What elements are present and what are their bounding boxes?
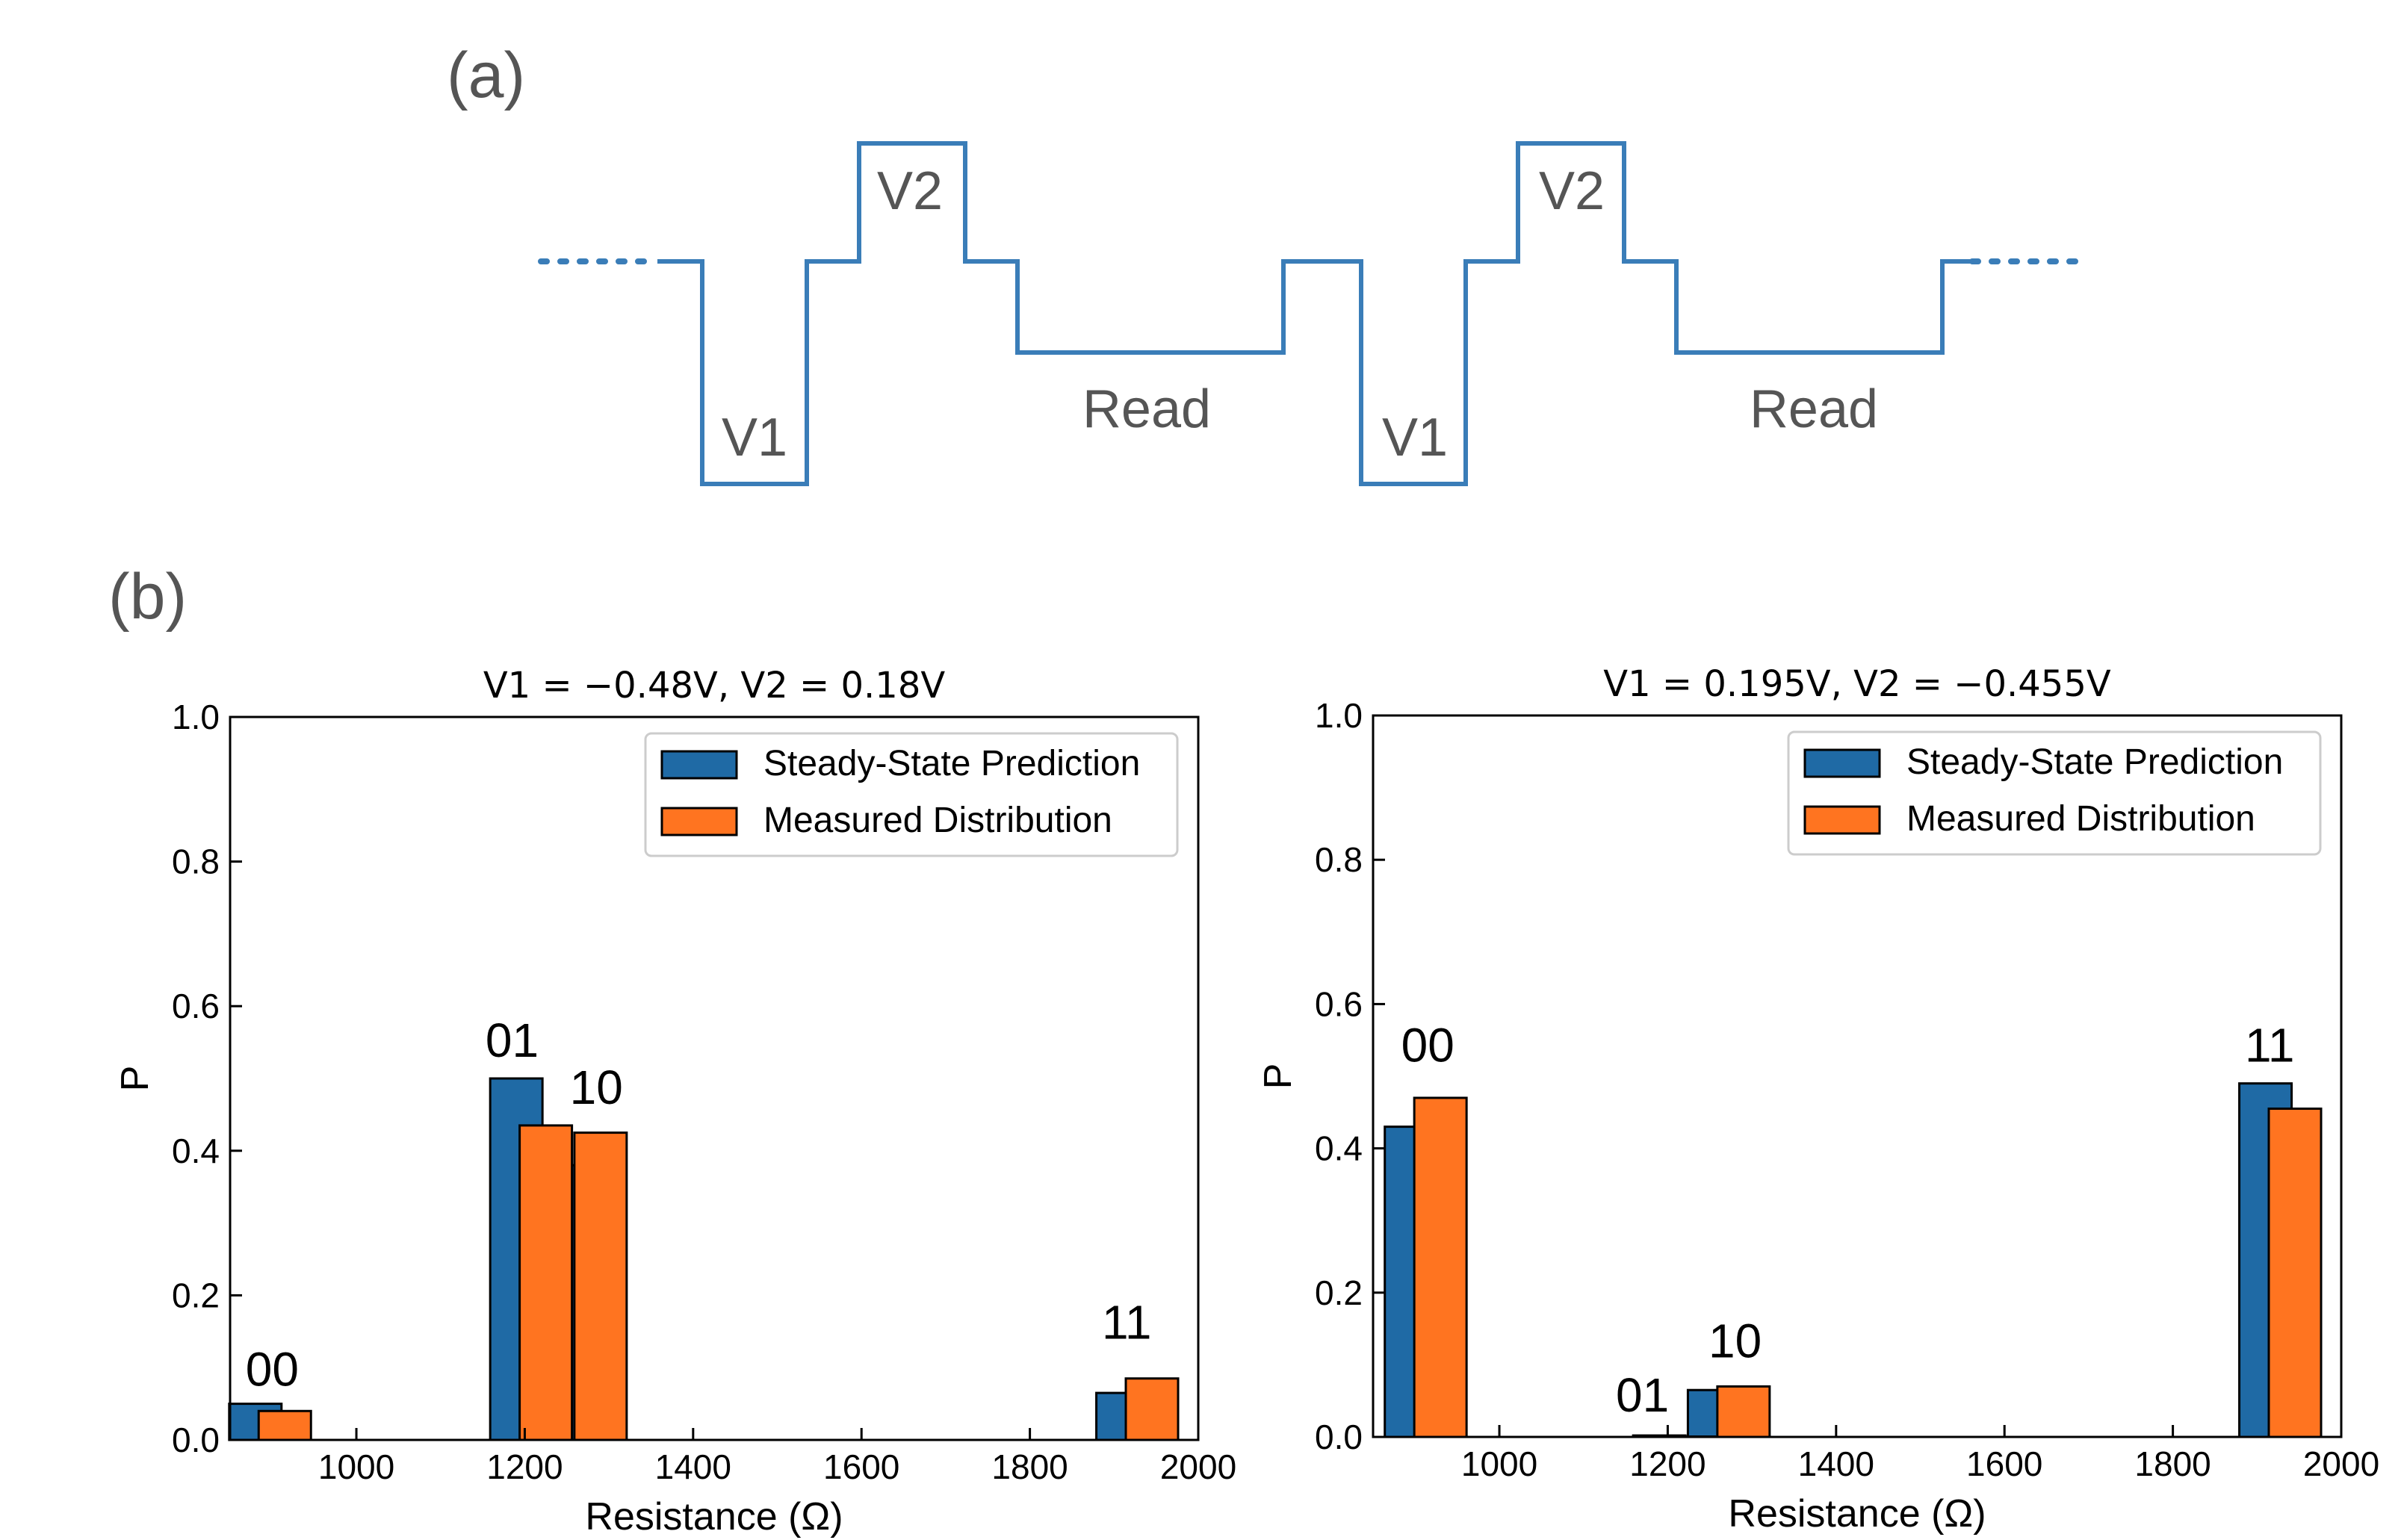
right-xtick-label-0: 1000 [1461, 1444, 1537, 1483]
left-bar-measured-0 [257, 1409, 312, 1441]
chart-left: V1 = −0.48V, V2 = 0.18V 0.0 0.2 0.4 0.6 0.8 1.… [114, 665, 1236, 1539]
right-ytick-label-5: 1.0 [1315, 696, 1363, 735]
chart-right: V1 = 0.195V, V2 = −0.455V 0.0 0.2 0.4 0.6 0.8… [1257, 663, 2379, 1536]
wave-label-v1-first: V1 [722, 408, 787, 468]
left-bar-measured-3 [1124, 1377, 1180, 1441]
left-axes-frame [229, 715, 1200, 1441]
wave-label-read-first: Read [1082, 379, 1211, 439]
left-legend-swatch-0 [660, 750, 738, 780]
right-bar-measured-3 [2267, 1107, 2323, 1438]
right-legend-swatch-1 [1803, 805, 1881, 835]
left-xtick-label-5: 2000 [1160, 1447, 1236, 1486]
right-yaxis-label: P [1257, 1064, 1300, 1090]
left-bar-measured-1 [518, 1124, 574, 1441]
wave-label-v2-second: V2 [1539, 161, 1605, 221]
right-legend-label-1: Measured Distribution [1906, 799, 2255, 839]
left-legend-label-0: Steady-State Prediction [763, 744, 1140, 783]
left-annotation-01: 01 [486, 1013, 539, 1067]
right-xaxis-label: Resistance (Ω) [1728, 1492, 1986, 1536]
right-legend-box [1787, 730, 2322, 856]
left-ytick-label-1: 0.2 [172, 1276, 220, 1314]
right-ytick-label-0: 0.0 [1315, 1418, 1363, 1456]
right-xtick-label-4: 1800 [2134, 1444, 2211, 1483]
wave-label-v2-first: V2 [877, 161, 943, 221]
right-ytick-label-3: 0.6 [1315, 984, 1363, 1023]
left-bar-measured-2 [573, 1131, 628, 1441]
panel-b-label: (b) [108, 561, 187, 633]
left-xtick-label-2: 1400 [655, 1447, 731, 1486]
right-chart-title: V1 = 0.195V, V2 = −0.455V [1603, 663, 2111, 705]
left-xtick-label-1: 1200 [486, 1447, 563, 1486]
left-xtick-label-0: 1000 [318, 1447, 394, 1486]
right-xtick-label-2: 1400 [1798, 1444, 1874, 1483]
panel-a-label: (a) [447, 40, 525, 111]
right-xtick-label-1: 1200 [1629, 1444, 1706, 1483]
left-annotation-10: 10 [570, 1061, 623, 1114]
right-annotation-01: 01 [1616, 1368, 1669, 1422]
left-xtick-label-3: 1600 [823, 1447, 899, 1486]
right-ytick-label-2: 0.4 [1315, 1129, 1363, 1168]
right-legend-label-0: Steady-State Prediction [1906, 742, 2283, 782]
left-yaxis-label: P [114, 1066, 157, 1092]
left-annotation-00: 00 [246, 1342, 299, 1396]
right-ytick-label-1: 0.2 [1315, 1273, 1363, 1312]
left-legend-label-1: Measured Distribution [763, 801, 1112, 840]
right-annotation-10: 10 [1708, 1314, 1762, 1368]
left-xaxis-label: Resistance (Ω) [585, 1495, 843, 1539]
right-xtick-label-3: 1600 [1966, 1444, 2042, 1483]
right-bar-measured-0 [1413, 1096, 1468, 1438]
wave-label-v1-second: V1 [1382, 408, 1448, 468]
right-ytick-label-4: 0.8 [1315, 840, 1363, 879]
left-ytick-label-0: 0.0 [172, 1421, 220, 1459]
left-legend-swatch-1 [660, 807, 738, 836]
right-annotation-00: 00 [1401, 1019, 1454, 1072]
left-chart-title: V1 = −0.48V, V2 = 0.18V [483, 665, 946, 707]
waveform-trace [657, 141, 1972, 486]
left-legend: Steady-State Prediction Measured Distribu… [644, 732, 1179, 857]
wave-label-read-second: Read [1750, 379, 1878, 439]
left-legend-box [644, 732, 1179, 857]
right-axes-frame [1372, 714, 2343, 1438]
right-legend: Steady-State Prediction Measured Distribu… [1787, 730, 2322, 856]
left-ytick-label-2: 0.4 [172, 1131, 220, 1170]
left-xtick-label-4: 1800 [991, 1447, 1068, 1486]
right-annotation-11: 11 [2245, 1019, 2294, 1072]
left-annotation-11: 11 [1102, 1295, 1151, 1349]
left-ytick-label-5: 1.0 [172, 698, 220, 736]
waveform [538, 141, 2080, 486]
left-ytick-label-4: 0.8 [172, 842, 220, 881]
right-legend-swatch-0 [1803, 748, 1881, 778]
right-xtick-label-5: 2000 [2303, 1444, 2379, 1483]
right-bar-measured-2 [1716, 1385, 1771, 1438]
left-ytick-label-3: 0.6 [172, 987, 220, 1025]
